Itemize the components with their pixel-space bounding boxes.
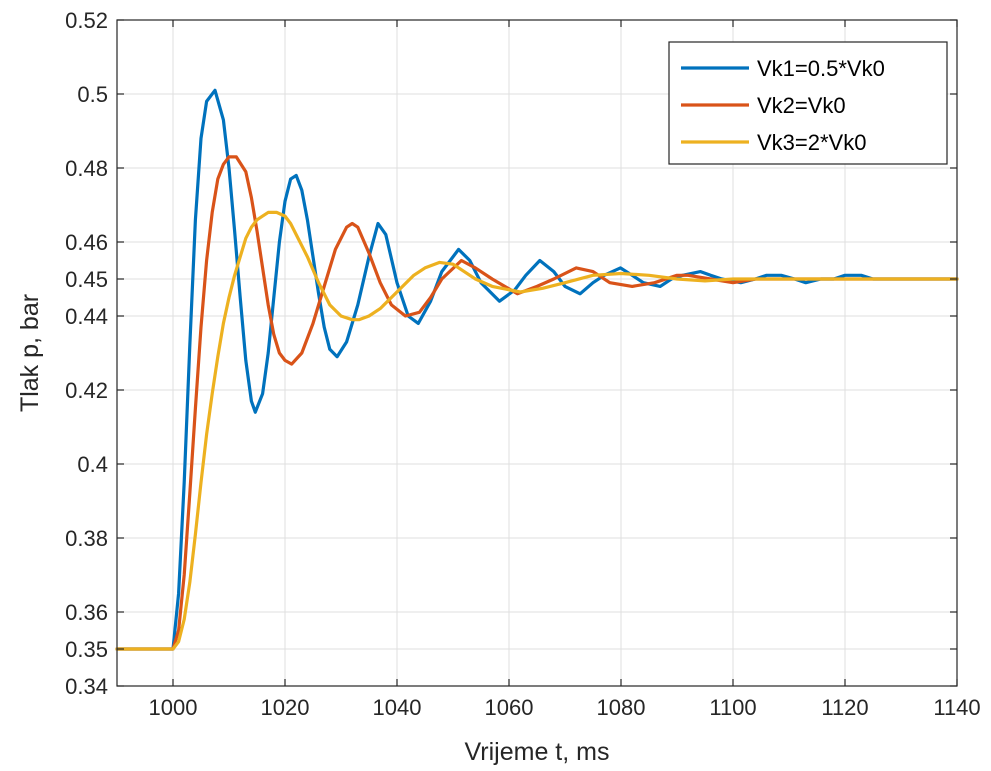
series-line-3: [115, 210, 959, 651]
legend-label: Vk3=2*Vk0: [757, 130, 866, 155]
x-tick-label: 1060: [485, 695, 534, 720]
y-tick-label: 0.36: [65, 600, 108, 625]
x-axis-label: Vrijeme t, ms: [465, 738, 610, 766]
legend: Vk1=0.5*Vk0 Vk2=Vk0 Vk3=2*Vk0: [668, 41, 948, 165]
x-tick-label: 1040: [373, 695, 422, 720]
y-tick-label: 0.44: [65, 304, 108, 329]
legend-label: Vk2=Vk0: [757, 93, 846, 118]
x-tick-label: 1120: [821, 695, 868, 720]
series-line-2: [115, 155, 959, 651]
y-tick-label: 0.48: [65, 156, 108, 181]
y-tick-label: 0.38: [65, 526, 108, 551]
legend-box: [668, 41, 948, 165]
y-tick-label: 0.4: [77, 452, 108, 477]
y-tick-label: 0.45: [65, 267, 108, 292]
x-tick-label: 1000: [149, 695, 198, 720]
y-tick-label: 0.52: [65, 8, 108, 33]
y-tick-label: 0.35: [65, 637, 108, 662]
x-tick-label: 1140: [933, 695, 980, 720]
y-tick-label: 0.46: [65, 230, 108, 255]
y-tick-label: 0.5: [77, 82, 108, 107]
legend-label: Vk1=0.5*Vk0: [757, 56, 885, 81]
y-tick-label: 0.42: [65, 378, 108, 403]
y-axis-label: Tlak p, bar: [16, 294, 44, 412]
x-tick-label: 1020: [261, 695, 310, 720]
y-tick-label: 0.34: [65, 674, 108, 699]
x-tick-label: 1080: [597, 695, 646, 720]
plot-frame: [116, 19, 958, 687]
x-tick-label: 1100: [709, 695, 756, 720]
ticks: 1000 1020 1040 1060 1080 1100 1120 1140 0.34 0.35…: [65, 8, 980, 720]
series-lines: [115, 88, 959, 651]
series-line-1: [115, 88, 959, 651]
